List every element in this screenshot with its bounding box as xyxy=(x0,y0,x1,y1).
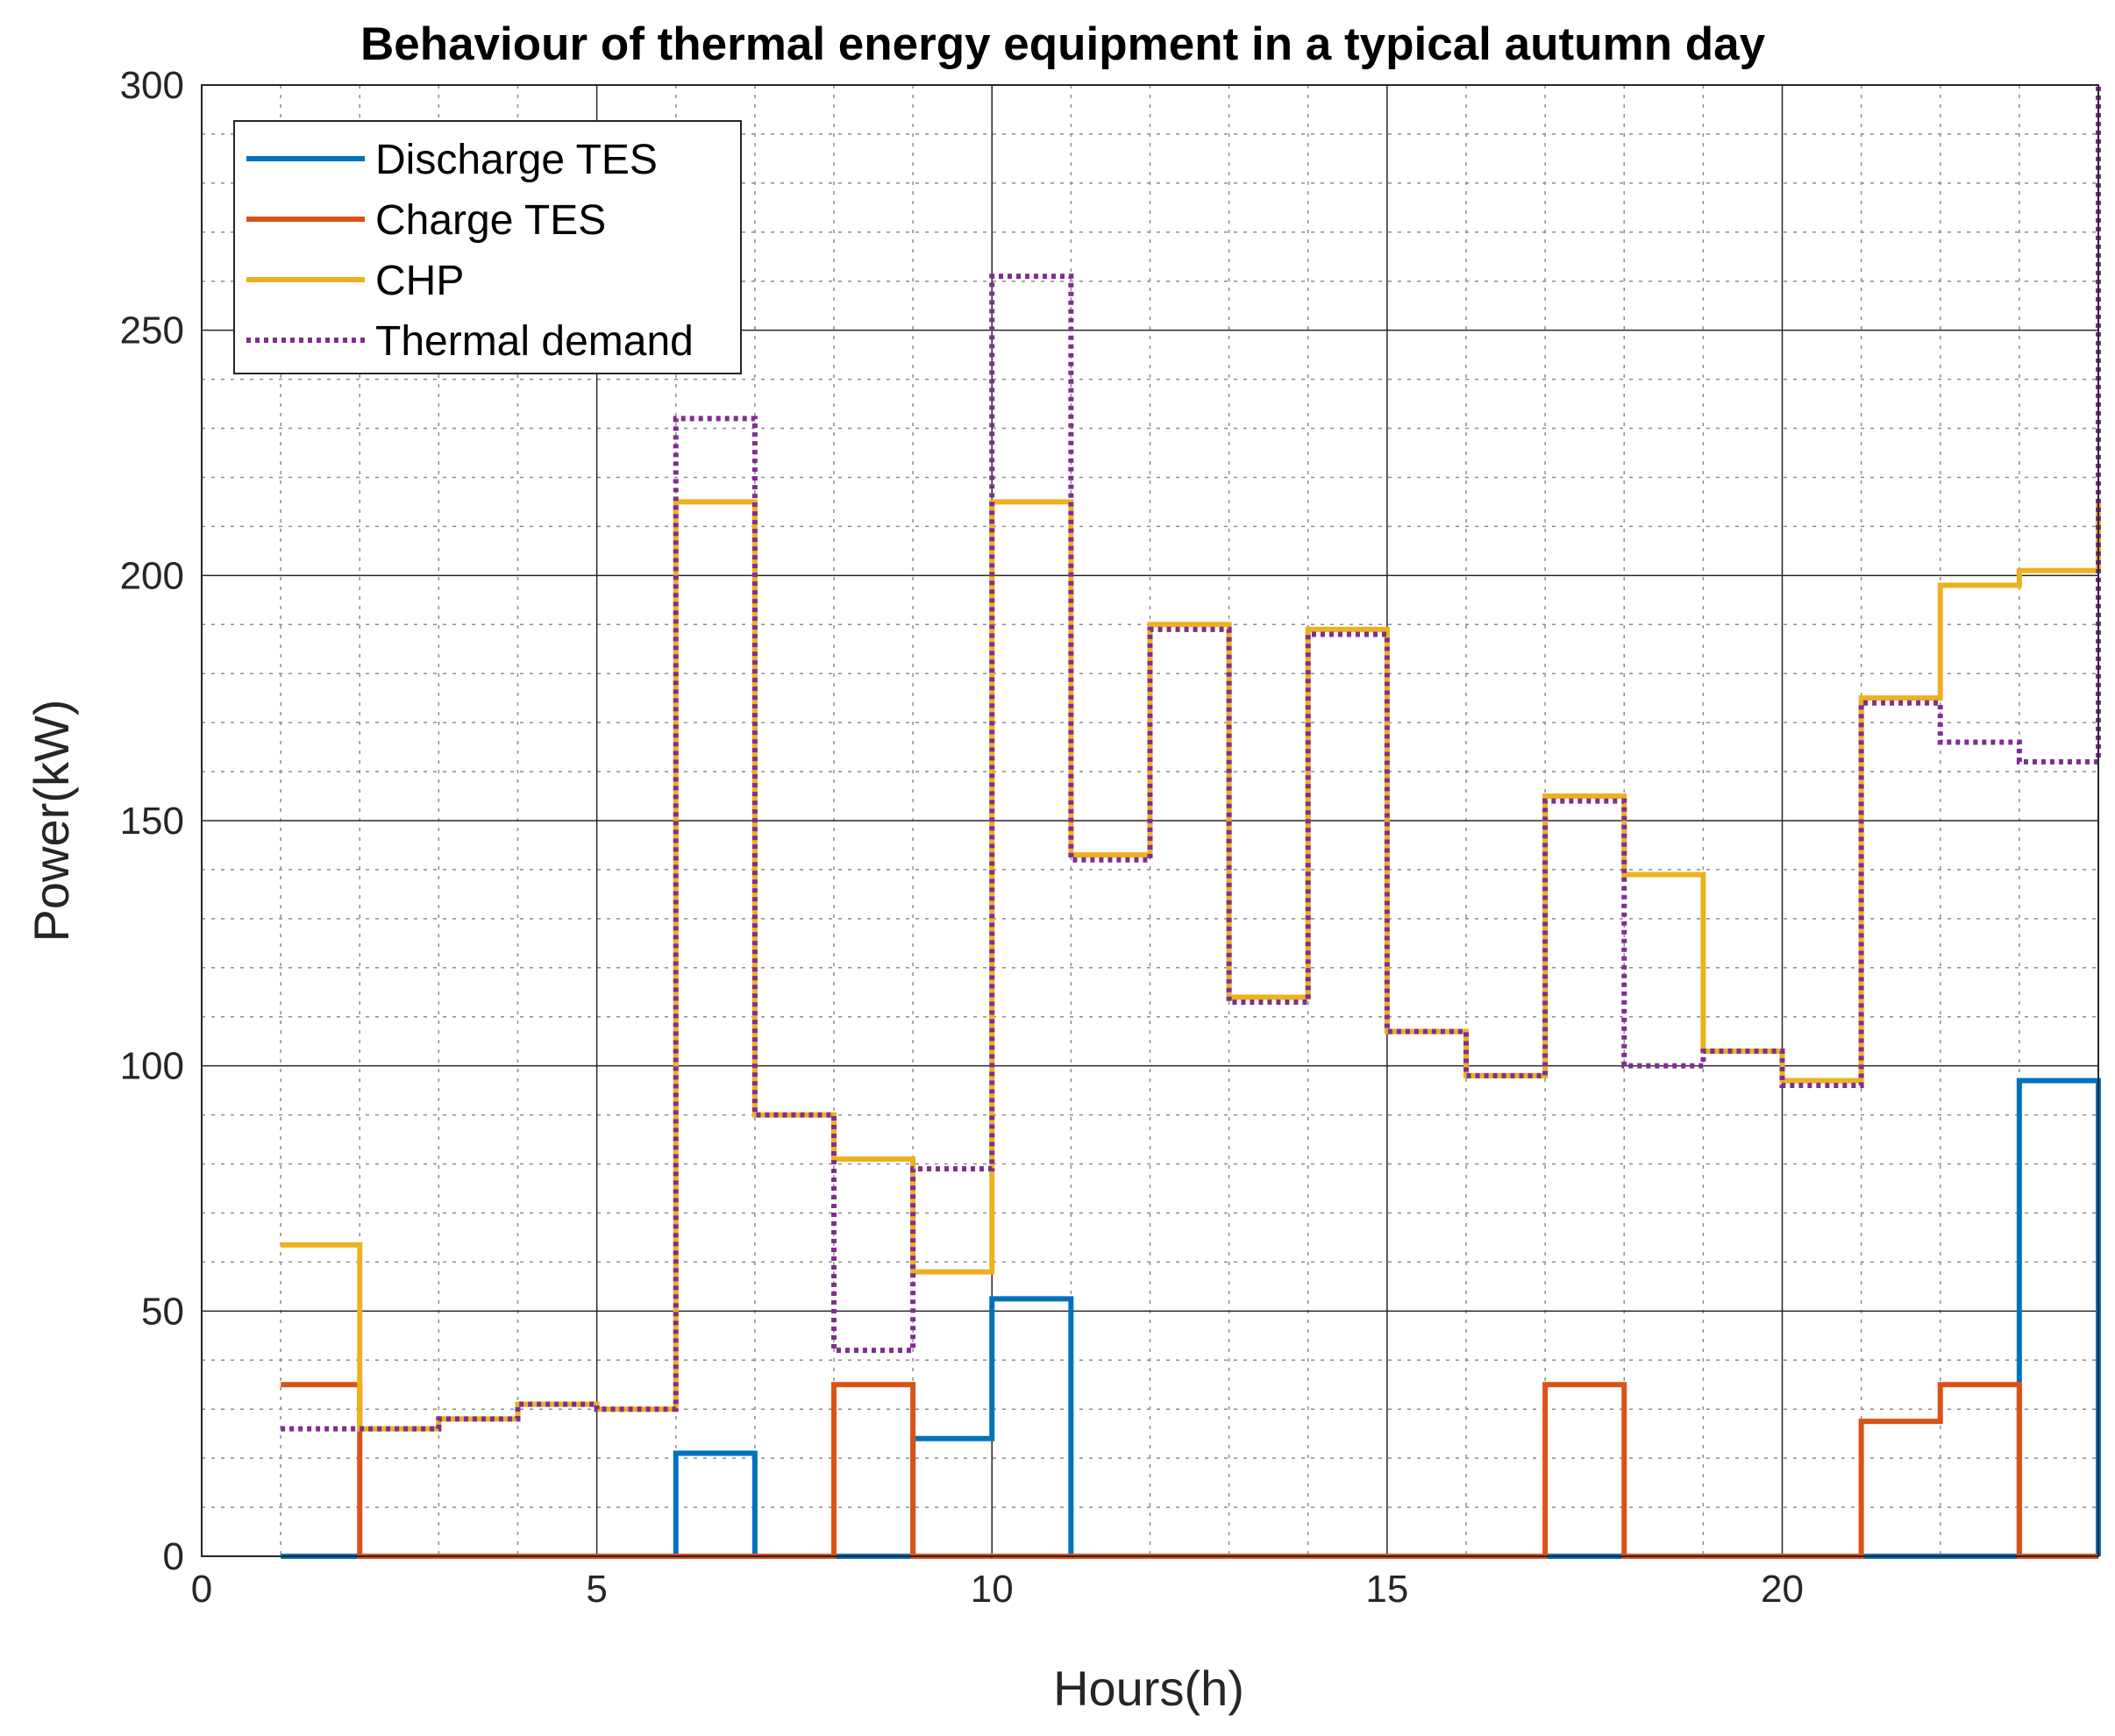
legend-box xyxy=(233,120,742,374)
y-tick-label: 250 xyxy=(120,309,184,352)
legend-label: CHP xyxy=(375,258,464,304)
x-tick-label: 20 xyxy=(1761,1568,1804,1611)
y-tick-label: 200 xyxy=(120,554,184,597)
legend: Discharge TES Charge TES CHP Thermal demand xyxy=(233,120,742,374)
chart-title: Behaviour of thermal energy equipment in… xyxy=(360,18,1766,70)
x-tick-label: 15 xyxy=(1365,1568,1408,1611)
y-tick-label: 100 xyxy=(120,1045,184,1088)
y-tick-label: 0 xyxy=(163,1535,184,1578)
y-tick-label: 150 xyxy=(120,800,184,843)
legend-label: Charge TES xyxy=(375,197,606,244)
x-tick-label: 10 xyxy=(971,1568,1014,1611)
x-tick-label: 0 xyxy=(191,1568,212,1611)
x-axis-label: Hours(h) xyxy=(1053,1661,1244,1716)
y-axis-label: Power(kW) xyxy=(24,700,79,943)
x-tick-label: 5 xyxy=(586,1568,607,1611)
y-tick-label: 300 xyxy=(120,64,184,107)
axes xyxy=(201,84,2099,1557)
series-line-thermal-demand xyxy=(281,85,2101,1432)
axes-box xyxy=(201,84,2099,1557)
legend-label: Thermal demand xyxy=(375,318,694,365)
legend-label: Discharge TES xyxy=(375,137,658,183)
y-tick-label: 50 xyxy=(141,1290,184,1333)
